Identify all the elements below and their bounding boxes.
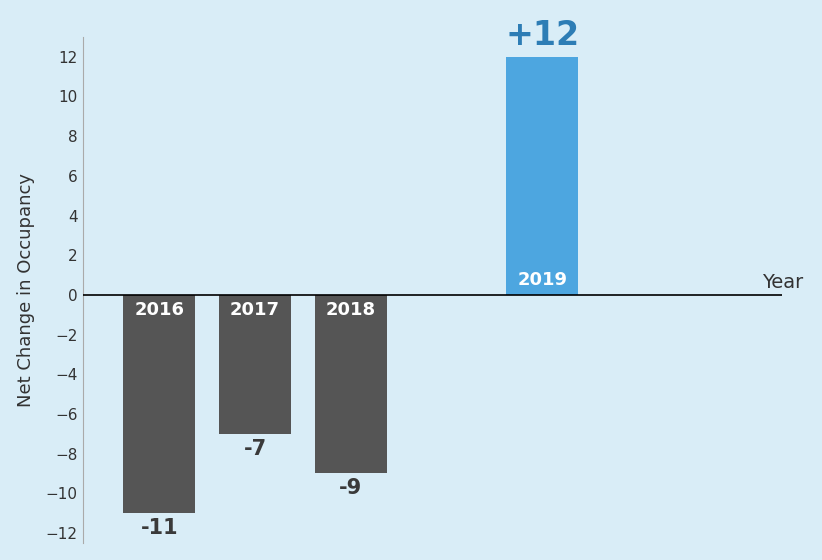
- Text: Year: Year: [762, 273, 804, 292]
- Bar: [315, 295, 386, 473]
- Text: 2018: 2018: [326, 301, 376, 319]
- Text: 2019: 2019: [517, 271, 567, 289]
- Bar: [506, 57, 578, 295]
- Text: 2016: 2016: [134, 301, 184, 319]
- Text: -11: -11: [141, 518, 178, 538]
- Text: -9: -9: [339, 478, 363, 498]
- Bar: [123, 295, 195, 513]
- Bar: [219, 295, 291, 433]
- Y-axis label: Net Change in Occupancy: Net Change in Occupancy: [16, 173, 35, 407]
- Text: 2017: 2017: [230, 301, 280, 319]
- Text: +12: +12: [506, 19, 580, 52]
- Text: -7: -7: [243, 438, 266, 459]
